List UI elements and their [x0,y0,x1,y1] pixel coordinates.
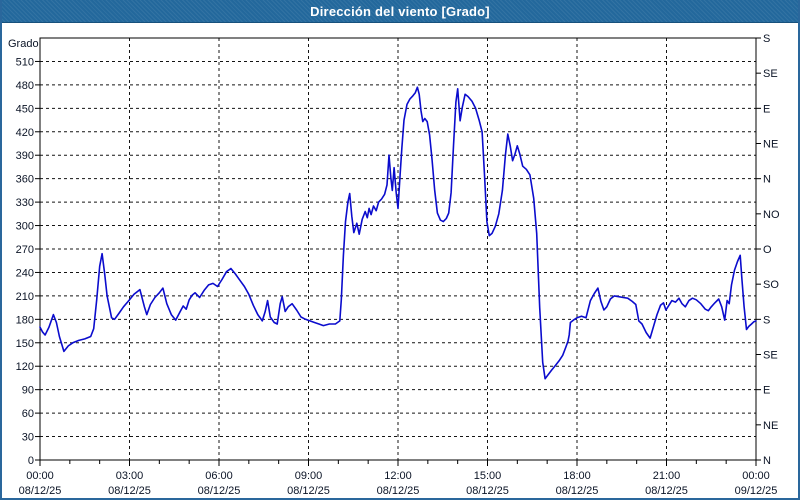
compass-tick-label: E [763,103,770,115]
y-axis-tick-label: 510 [16,56,34,68]
wind-direction-chart: 0 30 60 90 120 150 180 210 240 270 300 330 360 390 420… [8,33,780,497]
y-axis-tick-label: 0 [28,455,34,467]
y-axis-tick-label: 450 [16,103,34,115]
chart-title-bar: Dirección del viento [Grado] [0,0,800,23]
y-axis-unit-label: Grado [8,38,39,50]
x-axis-time-label: 12:00 [384,470,412,482]
x-axis-date-label: 08/12/25 [466,485,509,497]
y-axis-tick-label: 240 [16,267,34,279]
x-axis-time-label: 06:00 [205,470,233,482]
y-axis-tick-label: 180 [16,314,34,326]
y-axis-tick-label: 390 [16,150,34,162]
compass-tick-label: SO [763,279,779,291]
compass-tick-label: SE [763,68,778,80]
window-border-left [0,0,2,500]
x-axis-date-label: 08/12/25 [377,485,420,497]
y-axis-tick-label: 330 [16,197,34,209]
x-axis-time-label: 21:00 [653,470,681,482]
x-axis-time-label: 15:00 [474,470,502,482]
x-axis-date-label: 08/12/25 [287,485,330,497]
x-axis-date-label: 08/12/25 [19,485,62,497]
compass-tick-label: NO [763,209,780,221]
x-axis-date-label: 08/12/25 [198,485,241,497]
x-axis-time-label: 18:00 [563,470,591,482]
x-axis-time-label: 03:00 [116,470,144,482]
y-axis-tick-label: 30 [22,432,34,444]
y-axis-tick-label: 150 [16,338,34,350]
y-axis-tick-label: 120 [16,361,34,373]
compass-tick-label: S [763,314,770,326]
x-axis-time-label: 00:00 [26,470,54,482]
x-axis-date-label: 09/12/25 [735,485,778,497]
y-axis-tick-label: 270 [16,244,34,256]
y-axis-tick-label: 420 [16,127,34,139]
compass-tick-label: SE [763,350,778,362]
wind-direction-series-line [39,86,757,380]
window-border-bottom [0,498,800,500]
compass-tick-label: NE [763,139,778,151]
x-axis-date-label: 08/12/25 [108,485,151,497]
y-axis-tick-label: 480 [16,80,34,92]
x-axis-time-label: 00:00 [742,470,770,482]
y-axis-tick-label: 210 [16,291,34,303]
y-axis-tick-label: 90 [22,385,34,397]
compass-tick-label: N [763,174,771,186]
x-axis-time-label: 09:00 [295,470,323,482]
compass-tick-label: O [763,244,772,256]
compass-tick-label: NE [763,420,778,432]
y-axis-tick-label: 300 [16,221,34,233]
chart-title: Dirección del viento [Grado] [310,3,490,19]
x-axis-date-label: 08/12/25 [645,485,688,497]
window-border-right [798,0,800,500]
y-axis-tick-label: 60 [22,408,34,420]
x-axis-date-label: 08/12/25 [556,485,599,497]
compass-tick-label: S [763,33,770,45]
compass-tick-label: E [763,385,770,397]
compass-tick-label: N [763,455,771,467]
y-axis-tick-label: 360 [16,174,34,186]
